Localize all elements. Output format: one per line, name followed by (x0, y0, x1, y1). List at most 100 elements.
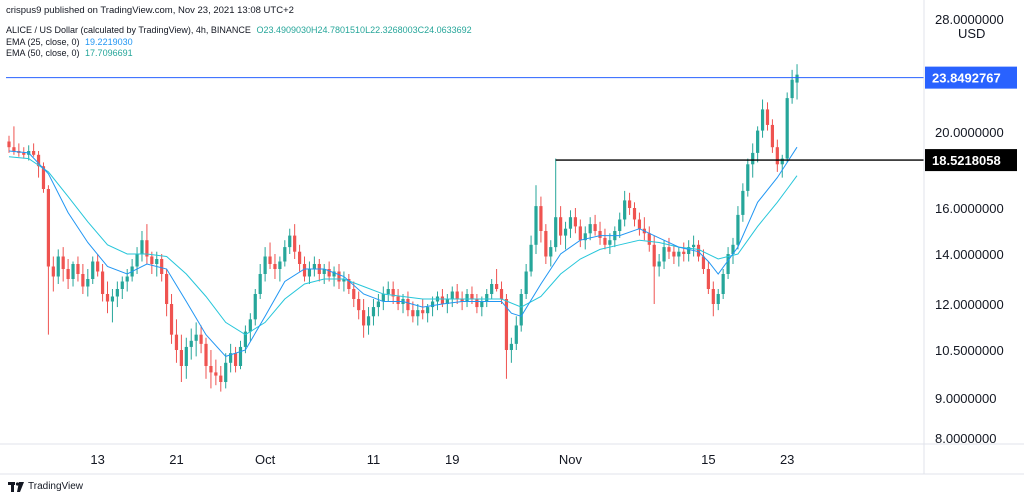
candle-body[interactable] (657, 261, 661, 267)
candle-body[interactable] (430, 301, 435, 308)
candle-body[interactable] (544, 231, 548, 257)
candle-body[interactable] (440, 296, 445, 305)
candle-body[interactable] (731, 244, 735, 254)
candle-body[interactable] (100, 271, 105, 295)
candle-body[interactable] (780, 158, 784, 165)
candle-body[interactable] (573, 217, 578, 227)
candle-body[interactable] (687, 247, 691, 254)
candle-body[interactable] (352, 289, 356, 299)
candle-body[interactable] (214, 372, 218, 376)
candle-body[interactable] (494, 284, 499, 289)
candle-body[interactable] (795, 74, 799, 83)
candle-body[interactable] (701, 256, 706, 270)
candle-body[interactable] (199, 334, 203, 344)
candle-body[interactable] (312, 264, 316, 269)
candle-body[interactable] (455, 291, 459, 300)
candle-body[interactable] (490, 284, 494, 294)
candle-body[interactable] (406, 299, 410, 311)
candle-body[interactable] (519, 294, 523, 326)
candle-body[interactable] (155, 259, 159, 264)
footer-brand[interactable]: TradingView (8, 481, 83, 492)
candle-body[interactable] (229, 353, 233, 363)
candle-body[interactable] (391, 289, 395, 297)
candle-body[interactable] (204, 343, 208, 366)
candle-body[interactable] (465, 294, 469, 302)
candle-body[interactable] (760, 109, 765, 131)
candle-body[interactable] (554, 217, 558, 248)
candle-body[interactable] (480, 301, 484, 308)
candle-body[interactable] (61, 256, 65, 270)
candle-body[interactable] (357, 299, 361, 311)
candle-body[interactable] (588, 224, 592, 234)
candle-body[interactable] (696, 244, 701, 257)
candle-body[interactable] (608, 240, 612, 245)
candle-body[interactable] (721, 274, 725, 294)
candle-body[interactable] (179, 350, 183, 366)
candle-body[interactable] (396, 296, 400, 305)
candle-body[interactable] (667, 247, 671, 252)
candle-body[interactable] (672, 251, 676, 257)
candle-body[interactable] (741, 190, 745, 215)
candle-body[interactable] (184, 346, 188, 366)
candle-body[interactable] (332, 271, 336, 277)
candle-body[interactable] (56, 256, 60, 277)
candle-body[interactable] (362, 310, 366, 326)
candle-body[interactable] (342, 279, 346, 282)
candle-body[interactable] (756, 130, 760, 153)
candle-body[interactable] (716, 294, 720, 304)
candle-body[interactable] (736, 214, 740, 245)
candle-body[interactable] (524, 271, 528, 295)
candle-body[interactable] (470, 294, 474, 299)
candle-body[interactable] (583, 233, 587, 241)
candle-body[interactable] (751, 152, 755, 165)
candle-body[interactable] (91, 261, 95, 280)
candle-body[interactable] (169, 304, 174, 335)
candle-body[interactable] (71, 264, 75, 279)
candle-body[interactable] (194, 334, 198, 341)
candle-body[interactable] (36, 154, 41, 167)
candle-body[interactable] (110, 296, 115, 302)
candle-body[interactable] (534, 206, 538, 245)
candle-body[interactable] (7, 141, 11, 148)
candle-body[interactable] (775, 147, 779, 165)
candle-body[interactable] (209, 366, 213, 373)
candle-body[interactable] (243, 331, 248, 347)
candle-body[interactable] (150, 256, 154, 265)
candle-body[interactable] (529, 244, 533, 272)
candle-body[interactable] (692, 244, 696, 248)
candle-body[interactable] (450, 291, 454, 300)
candle-body[interactable] (51, 266, 55, 277)
candle-body[interactable] (790, 79, 794, 99)
candle-body[interactable] (327, 269, 331, 277)
candle-body[interactable] (86, 279, 90, 287)
ema25-legend[interactable]: EMA (25, close, 0) 19.2219030 (6, 37, 133, 47)
candle-body[interactable] (618, 219, 622, 232)
candle-body[interactable] (475, 299, 479, 308)
plot-area[interactable] (6, 64, 924, 392)
candle-body[interactable] (421, 310, 425, 314)
candle-body[interactable] (593, 224, 597, 231)
candle-body[interactable] (135, 254, 139, 267)
candle-body[interactable] (293, 235, 297, 252)
candle-body[interactable] (322, 269, 326, 274)
candle-body[interactable] (219, 375, 223, 382)
candle-body[interactable] (66, 269, 70, 279)
candle-body[interactable] (288, 235, 292, 248)
candle-body[interactable] (283, 247, 287, 262)
ema50-legend[interactable]: EMA (50, close, 0) 17.7096691 (6, 48, 133, 58)
candle-body[interactable] (539, 206, 543, 231)
candle-body[interactable] (499, 289, 504, 299)
candle-body[interactable] (41, 166, 46, 189)
candle-body[interactable] (337, 271, 341, 282)
candle-body[interactable] (120, 281, 124, 290)
candle-body[interactable] (549, 247, 553, 257)
candle-body[interactable] (386, 289, 390, 294)
candle-body[interactable] (381, 294, 385, 302)
candle-body[interactable] (46, 189, 51, 267)
candle-body[interactable] (307, 269, 312, 277)
candle-body[interactable] (785, 98, 789, 159)
candle-body[interactable] (662, 247, 666, 262)
candle-body[interactable] (623, 200, 627, 220)
candle-body[interactable] (460, 299, 464, 302)
candle-body[interactable] (746, 164, 750, 191)
